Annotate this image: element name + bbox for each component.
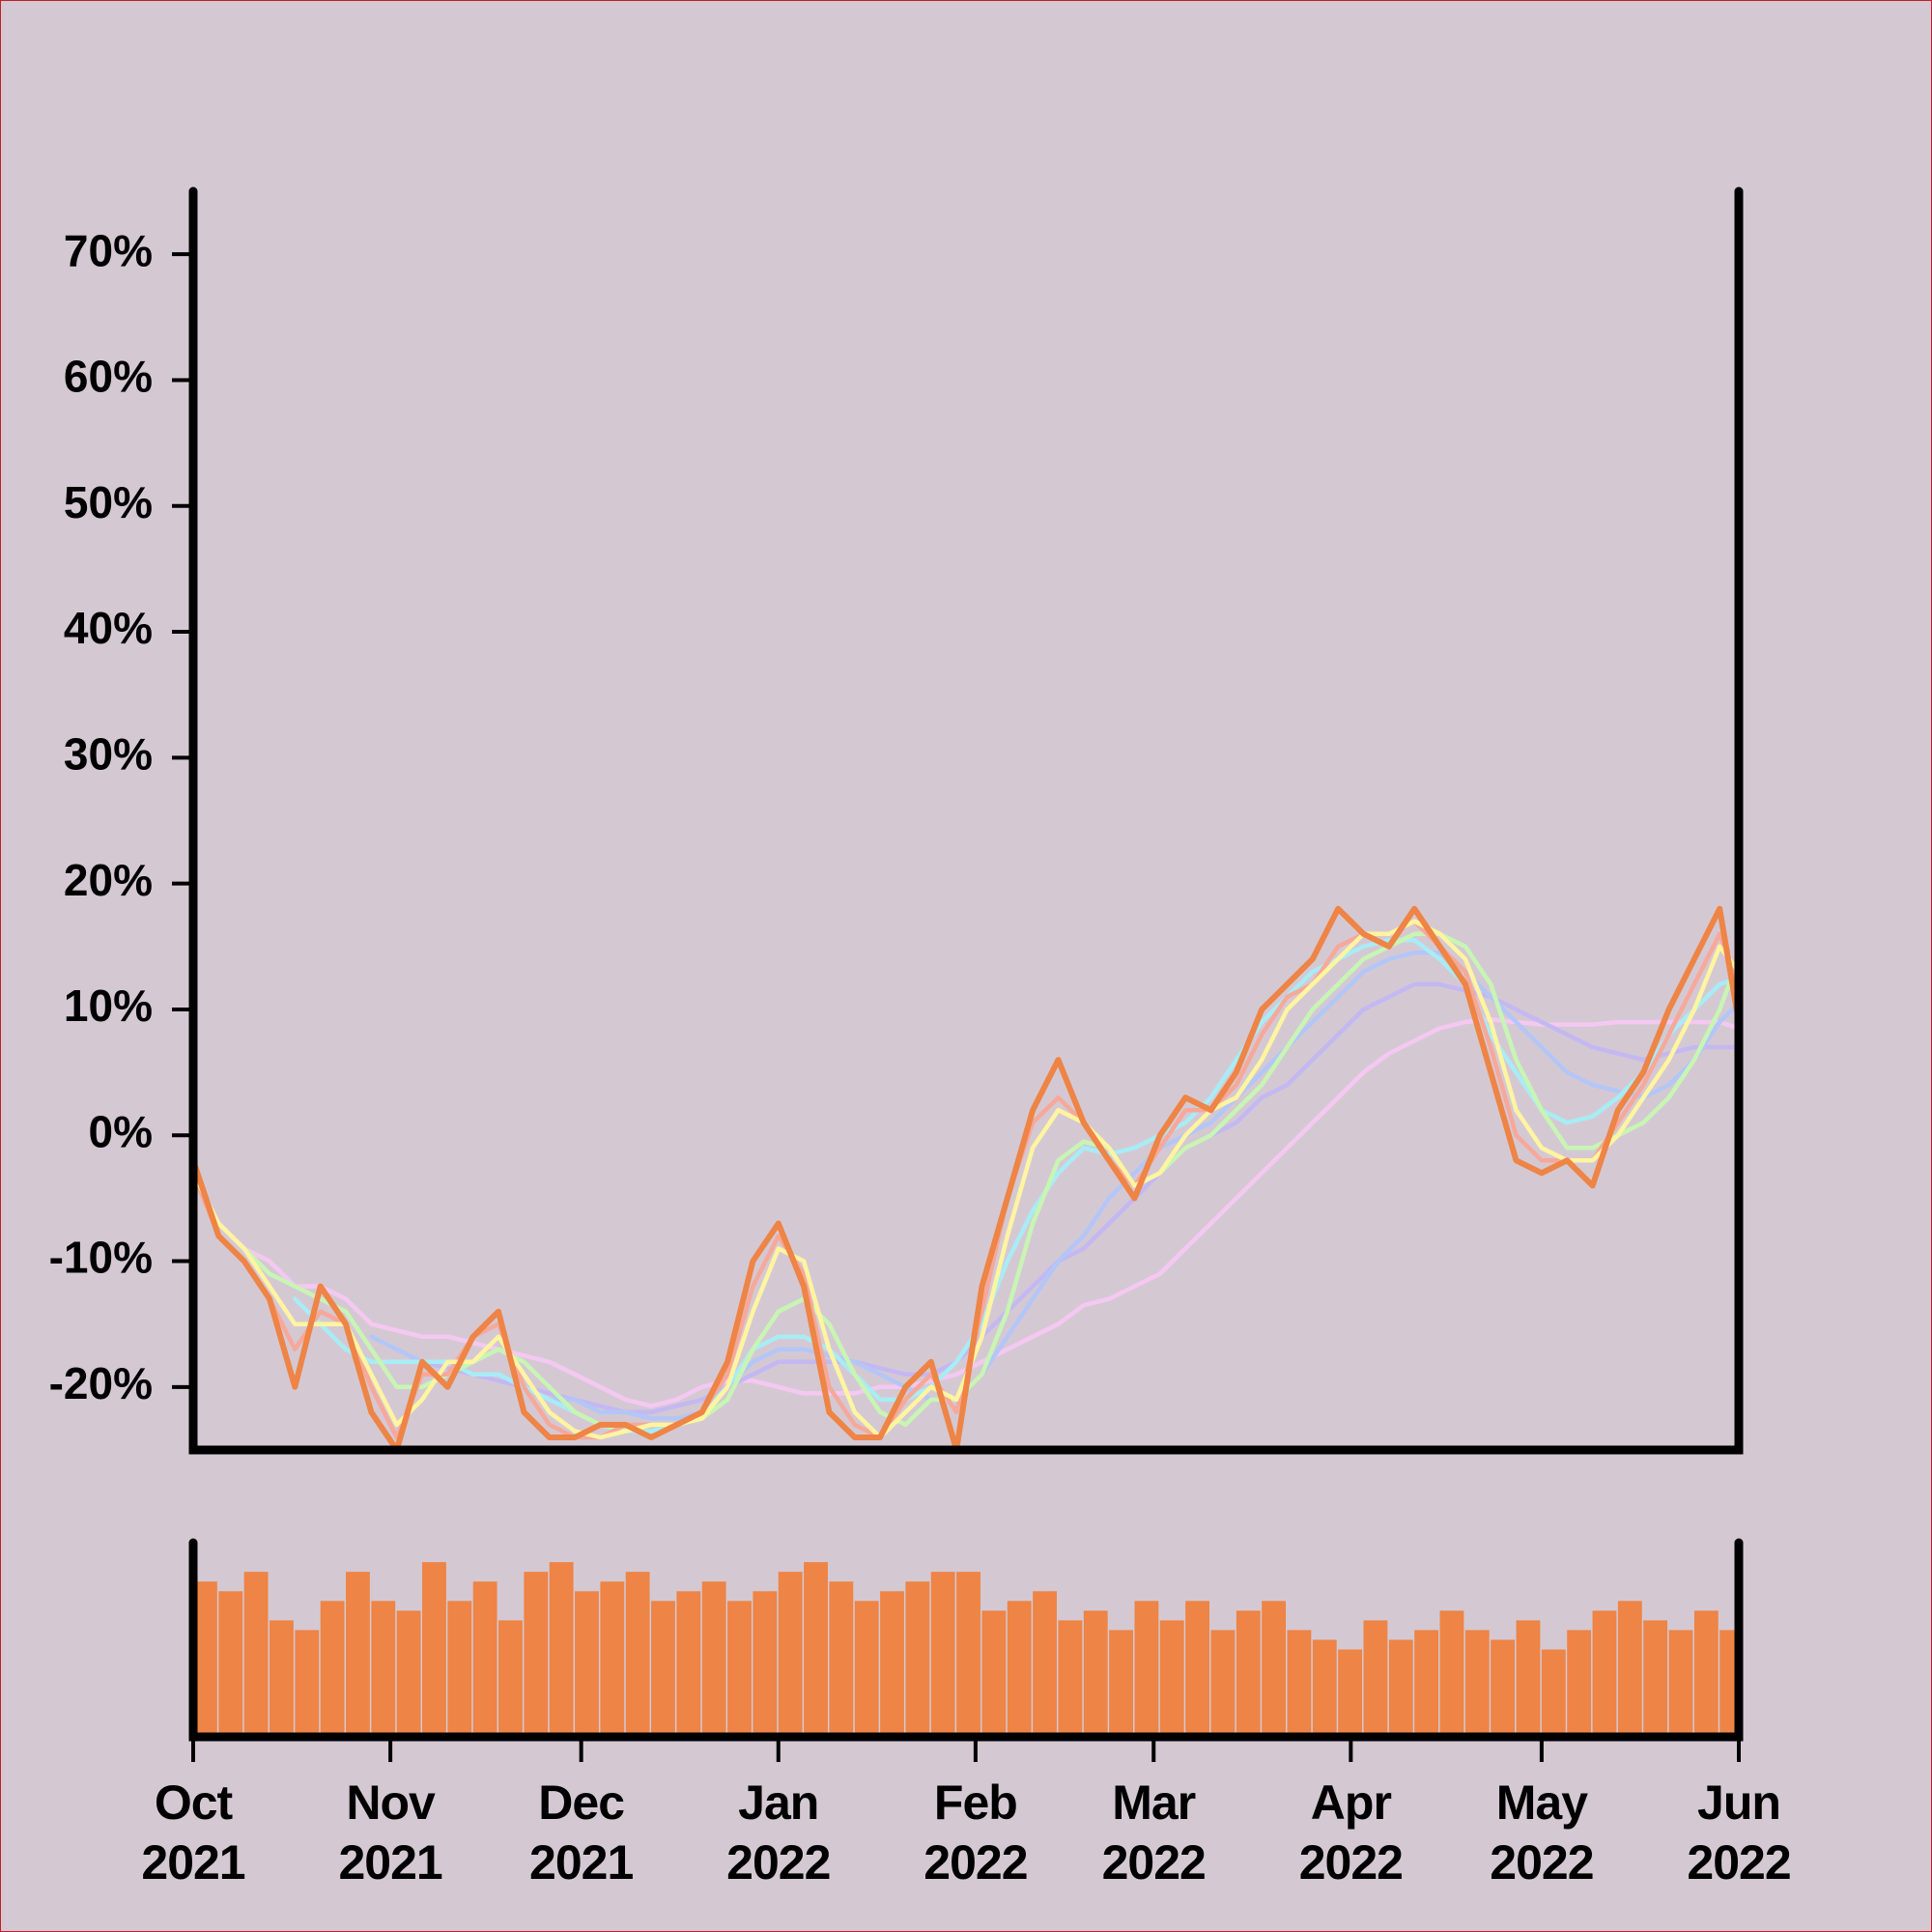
volume-bar — [600, 1581, 625, 1737]
y-tick-label: 60% — [64, 352, 153, 402]
volume-bar — [1033, 1591, 1057, 1737]
plot-lines — [193, 905, 1739, 1450]
volume-bar — [854, 1601, 879, 1737]
series-line — [369, 951, 1739, 1421]
y-tick-label: 10% — [64, 980, 153, 1031]
volume-bar — [829, 1581, 854, 1737]
volume-bar — [1134, 1601, 1159, 1737]
series-line — [242, 931, 1739, 1434]
volume-bar — [575, 1591, 599, 1737]
series-line — [394, 981, 1739, 1415]
volume-bar — [524, 1572, 549, 1737]
volume-bar — [1414, 1630, 1439, 1737]
volume-bar — [371, 1601, 396, 1737]
y-tick-label: 30% — [64, 729, 153, 780]
volume-bar — [880, 1591, 904, 1737]
y-tick-label: 0% — [89, 1106, 153, 1156]
volume-bar — [1693, 1610, 1719, 1737]
volume-bar — [472, 1581, 497, 1737]
volume-bar — [320, 1601, 345, 1737]
volume-bar — [905, 1581, 930, 1737]
volume-bar — [1668, 1630, 1693, 1737]
x-tick-label: Feb 2022 — [923, 1776, 1028, 1889]
volume-bar — [295, 1630, 320, 1737]
volume-bar — [1287, 1630, 1312, 1737]
volume-bar — [804, 1562, 828, 1737]
volume-bar — [930, 1572, 955, 1737]
volume-bar — [701, 1581, 726, 1737]
volume-bar — [1210, 1630, 1236, 1737]
volume-bar — [422, 1562, 446, 1737]
volume-bar — [1109, 1630, 1133, 1737]
volume-bar — [676, 1591, 701, 1737]
x-tick-label: Nov 2021 — [338, 1776, 442, 1889]
volume-bar — [1388, 1639, 1413, 1737]
volume-bar — [1464, 1630, 1490, 1737]
series-line — [193, 905, 1739, 1450]
volume-bar — [1363, 1620, 1388, 1737]
volume-bar — [1567, 1630, 1592, 1737]
y-tick-label: 40% — [64, 603, 153, 653]
x-tick-label: Mar 2022 — [1101, 1776, 1207, 1889]
volume-bar — [549, 1562, 574, 1737]
volume-bar — [1516, 1620, 1541, 1737]
volume-bar — [1236, 1610, 1261, 1737]
axis-spine — [188, 186, 1744, 1455]
volume-bar — [1159, 1620, 1184, 1737]
y-tick-label: 50% — [64, 477, 153, 527]
x-tick-label: Jan 2022 — [726, 1776, 831, 1889]
x-tick-label: Jun 2022 — [1687, 1776, 1791, 1889]
y-tick-label: 20% — [64, 855, 153, 905]
volume-bar — [1592, 1610, 1617, 1737]
volume-bar — [498, 1620, 523, 1737]
volume-bar — [270, 1620, 294, 1737]
volume-bar — [1719, 1630, 1738, 1737]
volume-bar — [727, 1601, 752, 1737]
volume-bar — [1058, 1620, 1083, 1737]
volume-bar — [1007, 1601, 1032, 1737]
x-tick-label: Oct 2021 — [141, 1776, 245, 1889]
volume-bar — [956, 1572, 980, 1737]
volume-bar — [243, 1572, 269, 1737]
axis-spine — [188, 1538, 1744, 1742]
volume-bar — [981, 1610, 1007, 1737]
x-tick-label: Dec 2021 — [529, 1776, 634, 1889]
volume-bar — [1643, 1620, 1668, 1737]
volume-bar — [1491, 1639, 1516, 1737]
volume-bar — [1541, 1649, 1566, 1737]
volume-bar — [1338, 1649, 1363, 1737]
y-tick-label: -20% — [49, 1358, 153, 1408]
x-tick-label: May 2022 — [1490, 1776, 1594, 1889]
volume-bar — [447, 1601, 472, 1737]
volume-bar — [346, 1572, 370, 1737]
volume-bar — [753, 1591, 778, 1737]
volume-bar — [218, 1591, 243, 1737]
volume-bar — [1439, 1610, 1464, 1737]
volume-bar — [396, 1610, 421, 1737]
volume-bar — [1083, 1610, 1108, 1737]
volume-bar — [625, 1572, 650, 1737]
volume-bar — [778, 1572, 803, 1737]
volume-bar — [1262, 1601, 1287, 1737]
volume-bar — [651, 1601, 675, 1737]
x-tick-label: Apr 2022 — [1298, 1776, 1404, 1889]
volume-bar — [1185, 1601, 1209, 1737]
volume-bar — [1312, 1639, 1337, 1737]
y-tick-label: 70% — [64, 225, 153, 275]
y-tick-label: -10% — [49, 1233, 153, 1283]
volume-bar — [1617, 1601, 1642, 1737]
